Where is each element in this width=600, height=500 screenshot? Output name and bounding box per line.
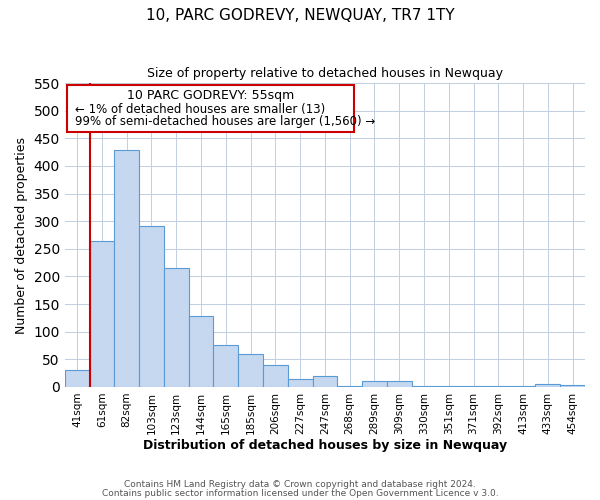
Bar [214, 345, 238, 387]
Text: ← 1% of detached houses are smaller (13): ← 1% of detached houses are smaller (13) [75, 103, 325, 116]
Y-axis label: Number of detached properties: Number of detached properties [15, 136, 28, 334]
Bar [89, 240, 115, 387]
Text: 99% of semi-detached houses are larger (1,560) →: 99% of semi-detached houses are larger (… [75, 115, 376, 128]
Bar [313, 376, 337, 387]
Text: Contains public sector information licensed under the Open Government Licence v : Contains public sector information licen… [101, 488, 499, 498]
Bar [65, 370, 89, 387]
Bar [139, 226, 164, 387]
Bar [412, 386, 436, 387]
Bar [535, 384, 560, 387]
Bar [362, 382, 387, 387]
Bar [164, 268, 188, 387]
Bar [387, 382, 412, 387]
Bar [263, 365, 288, 387]
Bar [511, 386, 535, 387]
Text: 10, PARC GODREVY, NEWQUAY, TR7 1TY: 10, PARC GODREVY, NEWQUAY, TR7 1TY [146, 8, 454, 22]
Text: 10 PARC GODREVY: 55sqm: 10 PARC GODREVY: 55sqm [127, 89, 294, 102]
Bar [188, 316, 214, 387]
Bar [486, 386, 511, 387]
Bar [238, 354, 263, 387]
Text: Contains HM Land Registry data © Crown copyright and database right 2024.: Contains HM Land Registry data © Crown c… [124, 480, 476, 489]
Bar [560, 386, 585, 387]
Bar [461, 386, 486, 387]
Bar [436, 386, 461, 387]
Bar [288, 378, 313, 387]
Bar [337, 386, 362, 387]
Title: Size of property relative to detached houses in Newquay: Size of property relative to detached ho… [147, 68, 503, 80]
X-axis label: Distribution of detached houses by size in Newquay: Distribution of detached houses by size … [143, 440, 507, 452]
Bar [115, 150, 139, 387]
FancyBboxPatch shape [67, 84, 353, 132]
